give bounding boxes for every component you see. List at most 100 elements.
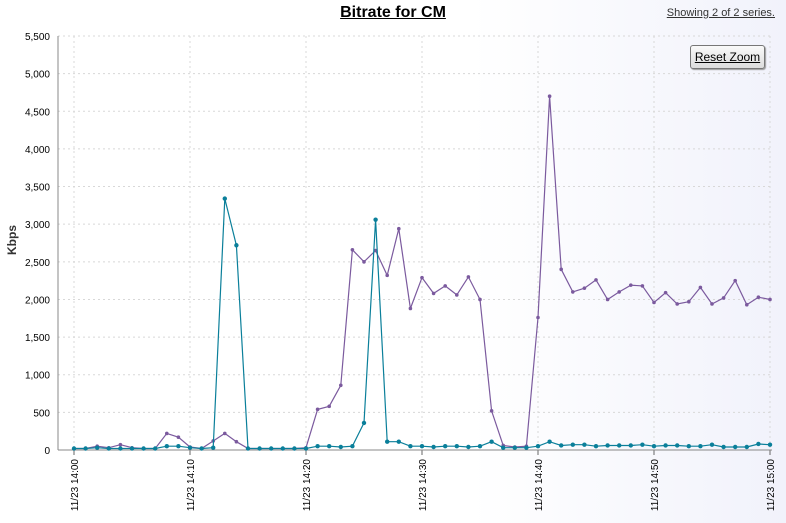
data-point[interactable] — [675, 443, 680, 448]
data-point[interactable] — [628, 443, 633, 448]
data-point[interactable] — [420, 275, 424, 280]
data-point[interactable] — [535, 444, 541, 449]
data-point[interactable] — [95, 445, 100, 450]
data-point[interactable] — [187, 445, 193, 450]
data-point[interactable] — [524, 445, 529, 450]
data-point[interactable] — [408, 306, 413, 311]
data-point[interactable] — [106, 446, 112, 451]
data-point[interactable] — [419, 444, 425, 449]
data-point[interactable] — [222, 196, 227, 201]
data-point[interactable] — [559, 443, 564, 448]
data-point[interactable] — [118, 446, 123, 451]
data-point[interactable] — [559, 267, 563, 272]
data-point[interactable] — [733, 278, 737, 283]
data-point[interactable] — [350, 247, 355, 252]
data-point[interactable] — [397, 226, 401, 231]
data-point[interactable] — [165, 431, 169, 436]
reset-zoom-button[interactable]: Reset Zoom — [690, 45, 765, 69]
data-point[interactable] — [315, 407, 320, 412]
data-point[interactable] — [83, 446, 88, 451]
data-point[interactable] — [373, 248, 378, 253]
data-point[interactable] — [489, 409, 494, 413]
data-point[interactable] — [454, 444, 459, 449]
data-point[interactable] — [652, 300, 656, 305]
data-point[interactable] — [280, 446, 285, 451]
data-point[interactable] — [176, 444, 181, 449]
data-point[interactable] — [687, 299, 691, 304]
data-point[interactable] — [547, 439, 552, 444]
data-point[interactable] — [71, 446, 77, 451]
data-point[interactable] — [640, 284, 645, 288]
data-point[interactable] — [617, 443, 622, 448]
data-point[interactable] — [129, 446, 135, 451]
data-point[interactable] — [234, 439, 239, 444]
data-point[interactable] — [477, 444, 483, 449]
data-point[interactable] — [767, 442, 773, 447]
data-point[interactable] — [571, 290, 575, 294]
data-point[interactable] — [199, 446, 204, 451]
data-point[interactable] — [547, 94, 552, 99]
data-point[interactable] — [223, 431, 227, 436]
data-point[interactable] — [489, 439, 494, 444]
data-point[interactable] — [698, 285, 703, 290]
data-point[interactable] — [501, 445, 506, 450]
data-point[interactable] — [245, 446, 251, 451]
data-point[interactable] — [466, 444, 471, 450]
data-point[interactable] — [745, 302, 749, 307]
data-point[interactable] — [570, 442, 575, 447]
data-point[interactable] — [721, 444, 726, 450]
data-point[interactable] — [431, 291, 436, 296]
data-point[interactable] — [629, 283, 633, 287]
data-point[interactable] — [605, 443, 610, 448]
data-point[interactable] — [257, 446, 262, 451]
data-point[interactable] — [234, 243, 239, 248]
data-point[interactable] — [443, 284, 448, 288]
data-point[interactable] — [327, 404, 332, 409]
data-point[interactable] — [339, 383, 343, 388]
data-point[interactable] — [292, 446, 297, 451]
data-point[interactable] — [651, 444, 657, 449]
data-point[interactable] — [478, 297, 482, 302]
data-point[interactable] — [164, 444, 169, 449]
data-point[interactable] — [153, 446, 158, 451]
data-point[interactable] — [709, 442, 715, 447]
data-point[interactable] — [385, 273, 390, 278]
data-point[interactable] — [327, 444, 332, 449]
data-point[interactable] — [455, 293, 459, 297]
data-point[interactable] — [315, 444, 320, 449]
data-point[interactable] — [176, 435, 181, 440]
data-point[interactable] — [443, 444, 448, 449]
data-point[interactable] — [582, 286, 587, 290]
data-point[interactable] — [744, 444, 749, 450]
data-point[interactable] — [141, 446, 146, 451]
data-point[interactable] — [605, 297, 610, 302]
data-point[interactable] — [361, 420, 367, 426]
data-point[interactable] — [663, 443, 668, 448]
data-point[interactable] — [710, 302, 714, 306]
data-point[interactable] — [698, 444, 703, 449]
data-point[interactable] — [373, 217, 378, 222]
data-point[interactable] — [338, 444, 343, 450]
data-point[interactable] — [118, 442, 123, 447]
data-point[interactable] — [396, 439, 401, 444]
data-point[interactable] — [768, 297, 772, 302]
series-count-link[interactable]: Showing 2 of 2 series. — [666, 7, 775, 19]
data-point[interactable] — [593, 444, 599, 449]
data-point[interactable] — [211, 445, 216, 450]
data-point[interactable] — [350, 444, 355, 449]
data-point[interactable] — [408, 444, 413, 449]
data-point[interactable] — [431, 444, 436, 450]
data-point[interactable] — [385, 439, 390, 444]
data-point[interactable] — [512, 445, 517, 450]
data-point[interactable] — [640, 442, 645, 447]
data-point[interactable] — [269, 446, 274, 451]
data-point[interactable] — [686, 444, 691, 449]
data-point[interactable] — [536, 315, 540, 320]
data-point[interactable] — [466, 275, 471, 279]
data-point[interactable] — [756, 441, 761, 447]
data-point[interactable] — [594, 278, 598, 282]
data-point[interactable] — [733, 444, 738, 450]
data-point[interactable] — [617, 290, 621, 294]
data-point[interactable] — [756, 295, 761, 299]
data-point[interactable] — [675, 302, 679, 306]
